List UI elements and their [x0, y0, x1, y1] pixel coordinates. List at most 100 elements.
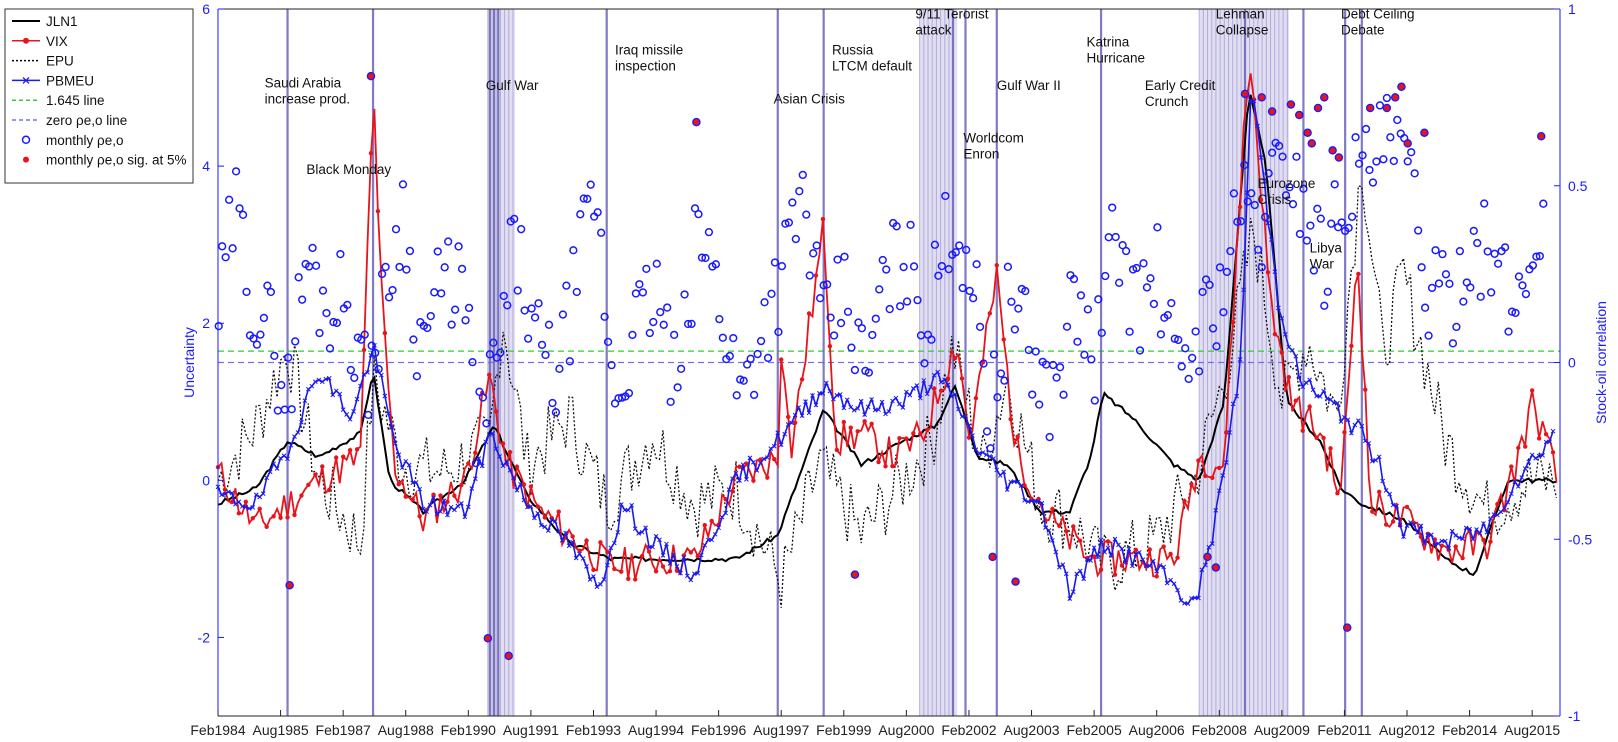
rho-point: [291, 337, 300, 346]
rho-point: [430, 288, 439, 297]
rho-point: [649, 317, 658, 327]
pbmeu-marker: [1470, 536, 1476, 542]
rho-point: [1264, 169, 1273, 178]
rho-point: [944, 265, 953, 274]
rho-sig-point: [988, 552, 997, 562]
rho-point: [544, 320, 554, 329]
pbmeu-marker: [1203, 562, 1208, 568]
pbmeu-marker: [302, 398, 308, 404]
pbmeu-marker: [1456, 535, 1462, 541]
pbmeu-marker: [1095, 554, 1100, 560]
pbmeu-marker: [511, 475, 516, 481]
rho-point: [1361, 124, 1371, 134]
vix-marker: [598, 540, 603, 545]
vix-marker: [1453, 544, 1458, 549]
rho-sig-point: [850, 570, 860, 579]
pbmeu-marker: [723, 510, 728, 516]
pbmeu-marker: [1056, 564, 1062, 570]
pbmeu-marker: [1474, 527, 1479, 532]
rho-point: [1389, 156, 1398, 166]
rho-point: [711, 260, 721, 269]
vix-marker: [855, 429, 860, 434]
rho-point: [937, 261, 947, 271]
rho-point: [1379, 155, 1388, 164]
vix-marker: [730, 488, 735, 494]
pbmeu-marker: [250, 505, 256, 510]
vix-marker: [1307, 404, 1312, 409]
pbmeu-marker: [549, 517, 555, 523]
rho-point: [1521, 289, 1531, 299]
rho-sig-point: [366, 71, 376, 81]
vix-marker: [938, 388, 944, 393]
rho-point: [377, 269, 387, 279]
vix-marker: [1161, 544, 1166, 549]
pbmeu-marker: [233, 501, 238, 507]
rho-point: [1229, 189, 1239, 198]
pbmeu-marker: [1036, 498, 1041, 504]
pbmeu-marker: [535, 510, 541, 516]
pbmeu-marker: [1519, 475, 1525, 480]
vix-marker: [1071, 524, 1076, 529]
pbmeu-marker: [1050, 538, 1055, 543]
rho-point: [537, 340, 547, 350]
vix-marker: [1230, 320, 1236, 325]
vix-marker: [1342, 430, 1347, 435]
rho-point: [1139, 259, 1148, 268]
pbmeu-marker: [1081, 576, 1087, 582]
rho-point: [895, 302, 905, 311]
rho-point: [259, 313, 269, 323]
pbmeu-marker: [1366, 440, 1372, 446]
rho-point: [864, 368, 873, 377]
annotation-line: Gulf War: [486, 78, 539, 93]
rho-sig-point: [1536, 132, 1546, 141]
rho-point: [885, 304, 894, 314]
vix-marker: [584, 538, 589, 543]
annotation-line: Collapse: [1216, 22, 1269, 37]
rho-point: [409, 335, 418, 344]
vix-marker: [278, 515, 283, 520]
rho-point: [1459, 297, 1468, 306]
vix-marker: [1057, 523, 1062, 529]
annotation-line: attack: [915, 22, 951, 37]
rho-point: [1306, 221, 1315, 230]
rho-point: [962, 245, 971, 255]
pbmeu-marker: [733, 470, 739, 476]
pbmeu-marker: [862, 412, 868, 418]
vix-marker: [994, 263, 999, 268]
rho-point: [809, 249, 818, 258]
vix-marker: [1543, 432, 1549, 437]
pbmeu-marker: [239, 504, 245, 509]
vix-marker: [1015, 434, 1020, 439]
pbmeu-marker: [1018, 483, 1024, 488]
rho-point: [1285, 183, 1294, 192]
rho-point: [398, 180, 408, 189]
rho-point: [1528, 261, 1538, 270]
axes: Feb1984 Aug1985 Feb1987 Aug1988 Feb1990 Aug19…: [181, 1, 1609, 738]
pbmeu-marker: [1196, 595, 1201, 601]
pbmeu-marker: [577, 551, 582, 557]
vix-marker: [1050, 506, 1055, 512]
rho-point: [433, 247, 442, 256]
pbmeu-marker: [1248, 98, 1253, 103]
rho-point: [1163, 310, 1172, 320]
pbmeu-marker: [820, 390, 826, 396]
pbmeu-marker: [257, 494, 263, 500]
legend-box: [4, 8, 194, 184]
pbmeu-marker: [650, 544, 655, 550]
pbmeu-marker: [312, 379, 318, 385]
rho-point: [1219, 308, 1228, 317]
vix-marker: [361, 347, 367, 353]
annotation-line: Hurricane: [1086, 51, 1145, 66]
pbmeu-marker: [1255, 123, 1260, 129]
rho-point: [294, 273, 303, 282]
rho-point: [1035, 400, 1044, 409]
rho-point: [1184, 374, 1193, 384]
pbmeu-marker: [938, 379, 944, 385]
pbmeu-marker: [333, 388, 339, 394]
legend: JLN1 VIX EPU PBMEU 1.645 line zero ρe,o line m…: [4, 8, 194, 184]
y-right-tick-label: 0: [1568, 355, 1576, 371]
pbmeu-marker: [556, 528, 562, 534]
pbmeu-marker: [664, 541, 669, 547]
annotation-14: Libya War: [1310, 241, 1343, 272]
pbmeu-marker: [778, 442, 784, 448]
